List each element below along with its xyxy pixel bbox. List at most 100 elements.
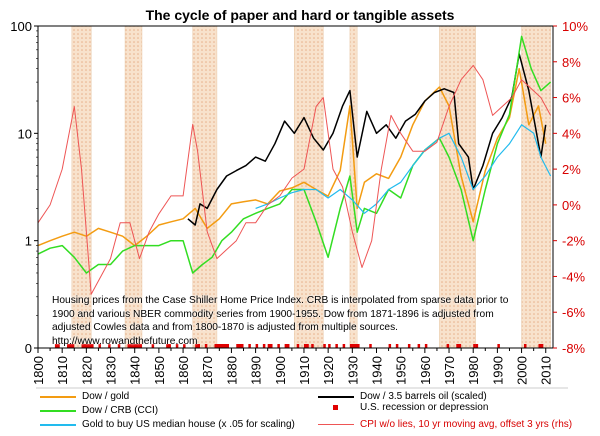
recession-bar-22 xyxy=(303,344,309,348)
legend-label-recession: U.S. recession or depression xyxy=(360,402,489,413)
y-right-tick-label-2: 6% xyxy=(562,91,581,106)
recession-bar-10 xyxy=(183,344,186,348)
recession-bar-8 xyxy=(166,344,171,348)
y-right-tick-label-0: 10% xyxy=(562,19,588,34)
series-line-dow-oil xyxy=(187,53,547,226)
source-note: Housing prices from the Case Shiller Hom… xyxy=(52,295,509,347)
x-tick-label-1940: 1940 xyxy=(369,356,384,385)
recession-bar-23 xyxy=(311,344,314,348)
x-tick-label-1820: 1820 xyxy=(79,356,94,385)
recession-bar-21 xyxy=(296,344,300,348)
series-line-gold-house xyxy=(255,124,552,214)
recession-bar-9 xyxy=(175,344,179,348)
x-tick-label-1810: 1810 xyxy=(55,356,70,385)
recession-bar-28 xyxy=(349,344,360,348)
y-right-tick-label-4: 2% xyxy=(562,162,581,177)
legend-label-cpi: CPI w/o lies, 10 yr moving avg, offset 3… xyxy=(360,419,573,430)
x-tick-label-1860: 1860 xyxy=(176,356,191,385)
recession-bar-15 xyxy=(248,344,251,348)
legend-item-dow-gold: Dow / gold xyxy=(40,391,129,402)
legend-swatch-cpi xyxy=(318,424,354,425)
legend: Dow / gold Dow / 3.5 barrels oil (scaled… xyxy=(40,389,572,433)
x-tick-label-1900: 1900 xyxy=(273,356,288,385)
recession-bar-3 xyxy=(98,344,101,348)
recession-bar-35 xyxy=(446,344,450,348)
legend-swatch-dow-oil xyxy=(318,395,354,398)
recession-bar-25 xyxy=(328,344,331,348)
y-right-tick-label-5: 0% xyxy=(562,198,581,213)
y-left-tick-label-0: 0 xyxy=(25,341,32,356)
legend-swatch-gold-house xyxy=(40,423,76,426)
recession-bar-12 xyxy=(204,344,208,348)
recession-bar-16 xyxy=(255,344,259,348)
legend-item-dow-crb: Dow / CRB (CCI) xyxy=(40,405,158,416)
legend-label-dow-oil: Dow / 3.5 barrels oil (scaled) xyxy=(360,391,487,402)
x-tick-label-1980: 1980 xyxy=(466,356,481,385)
recession-bar-18 xyxy=(267,344,273,348)
legend-label-dow-gold: Dow / gold xyxy=(82,391,130,402)
legend-swatch-recession xyxy=(318,404,354,411)
recession-bar-39 xyxy=(497,344,500,348)
legend-swatch-dow-crb xyxy=(40,409,76,412)
recession-bar-20 xyxy=(284,344,290,348)
legend-item-cpi: CPI w/o lies, 10 yr moving avg, offset 3… xyxy=(318,419,572,430)
x-tick-label-1830: 1830 xyxy=(104,356,119,385)
x-tick-label-1950: 1950 xyxy=(394,356,409,385)
x-tick-label-2000: 2000 xyxy=(515,356,530,385)
x-tick-label-1990: 1990 xyxy=(490,356,505,385)
recession-bar-14 xyxy=(236,344,244,348)
x-tick-label-1910: 1910 xyxy=(297,356,312,385)
recession-bar-5 xyxy=(117,344,121,348)
recession-bar-2 xyxy=(81,344,94,348)
x-tick-label-2010: 2010 xyxy=(539,356,554,385)
recession-bar-32 xyxy=(407,344,411,348)
recession-bar-41 xyxy=(538,344,544,348)
recession-bar-29 xyxy=(369,344,372,348)
x-tick-label-1880: 1880 xyxy=(224,356,239,385)
y-right-tick-label-6: -2% xyxy=(562,234,586,249)
recession-bar-38 xyxy=(475,344,479,348)
y-right-tick-label-9: -8% xyxy=(562,341,586,356)
x-tick-label-1850: 1850 xyxy=(152,356,167,385)
recession-bar-1 xyxy=(67,344,75,348)
recession-bar-31 xyxy=(395,344,399,348)
x-tick-label-1870: 1870 xyxy=(200,356,215,385)
x-tick-label-1800: 1800 xyxy=(31,356,46,385)
recession-bar-11 xyxy=(195,344,200,348)
y-right-tick-label-1: 8% xyxy=(562,55,581,70)
y-left-tick-label-1: 1 xyxy=(25,234,32,249)
recession-bar-34 xyxy=(424,344,428,348)
x-tick-label-1930: 1930 xyxy=(345,356,360,385)
recession-bar-36 xyxy=(456,344,462,348)
legend-label-gold-house: Gold to buy US median house (x .05 for s… xyxy=(82,419,295,430)
legend-label-dow-crb: Dow / CRB (CCI) xyxy=(82,405,159,416)
x-tick-label-1920: 1920 xyxy=(321,356,336,385)
recession-bar-26 xyxy=(335,344,338,348)
recession-bar-4 xyxy=(108,344,111,348)
recession-bar-17 xyxy=(262,344,266,348)
legend-swatch-dow-gold xyxy=(40,395,76,398)
x-tick-label-1970: 1970 xyxy=(442,356,457,385)
y-right-tick-label-3: 4% xyxy=(562,126,581,141)
legend-item-gold-house: Gold to buy US median house (x .05 for s… xyxy=(40,419,295,430)
y-left-tick-label-100: 100 xyxy=(10,19,32,34)
series-line-cpi xyxy=(37,64,552,295)
y-right-tick-label-8: -6% xyxy=(562,305,586,320)
plot-frame xyxy=(37,25,554,349)
recession-bar-40 xyxy=(523,344,527,348)
recession-bar-30 xyxy=(388,344,392,348)
recession-bar-24 xyxy=(323,344,326,348)
recession-bar-13 xyxy=(214,344,230,348)
chart-title: The cycle of paper and hard or tangible … xyxy=(145,7,455,23)
x-tick-label-1840: 1840 xyxy=(128,356,143,385)
x-tick-label-1890: 1890 xyxy=(249,356,264,385)
recession-bar-0 xyxy=(54,344,60,348)
series-line-dow-crb xyxy=(37,35,552,274)
legend-item-recession: U.S. recession or depression xyxy=(318,402,488,413)
recession-bar-27 xyxy=(342,344,346,348)
y-right-tick-label-7: -4% xyxy=(562,269,586,284)
legend-item-dow-oil: Dow / 3.5 barrels oil (scaled) xyxy=(318,391,487,402)
series-line-dow-gold xyxy=(37,67,547,247)
